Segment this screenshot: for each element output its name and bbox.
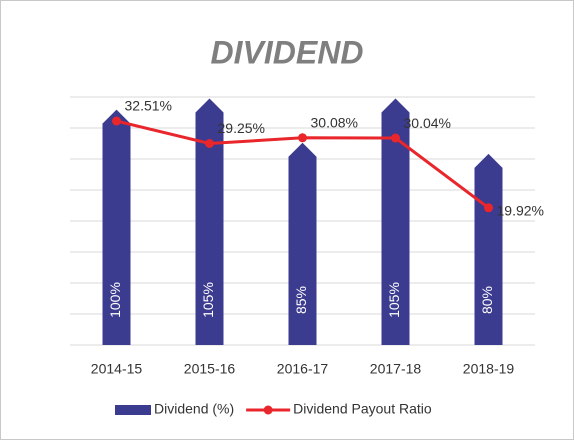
bar-value-label: 100%: [107, 282, 123, 318]
legend-swatch-point: [263, 405, 273, 415]
x-tick-label: 2016-17: [277, 361, 329, 377]
x-tick-label: 2015-16: [184, 361, 236, 377]
legend-label: Dividend (%): [154, 401, 234, 417]
line-point: [205, 139, 214, 148]
line-value-label: 32.51%: [125, 98, 172, 114]
x-tick-label: 2017-18: [370, 361, 422, 377]
chart-title: DIVIDEND: [211, 34, 364, 70]
line-value-label: 29.25%: [218, 120, 265, 136]
line-value-label: 30.08%: [311, 114, 358, 130]
line-point: [391, 133, 400, 143]
bar-value-label: 105%: [200, 282, 216, 318]
bar-value-label: 80%: [479, 286, 495, 314]
line-point: [298, 133, 307, 143]
bar-value-label: 85%: [293, 286, 309, 314]
line-point: [112, 116, 121, 126]
bar: [474, 153, 503, 345]
x-tick-label: 2018-19: [463, 361, 515, 377]
bar: [102, 109, 131, 345]
legend-swatch: [115, 405, 151, 415]
legend-label: Dividend Payout Ratio: [293, 401, 432, 417]
bar: [288, 142, 317, 345]
line-value-label: 30.04%: [404, 115, 451, 131]
bar: [195, 98, 224, 345]
line-point: [484, 203, 493, 213]
x-tick-label: 2014-15: [91, 361, 143, 377]
bar: [381, 98, 410, 345]
bar-value-label: 105%: [386, 282, 402, 318]
line-value-label: 19.92%: [497, 202, 544, 218]
